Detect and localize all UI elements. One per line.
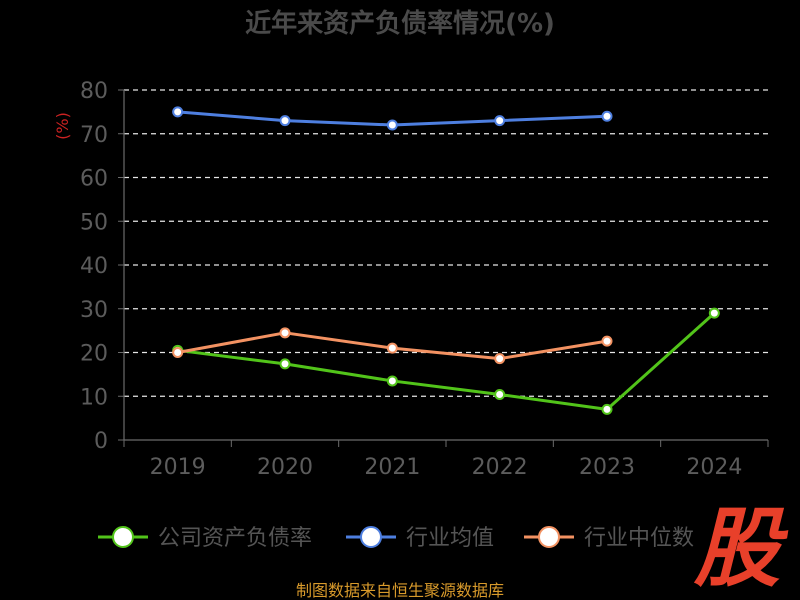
data-point [386,375,398,387]
x-tick-label: 2021 [364,455,420,480]
y-tick-label: 40 [80,254,108,279]
y-tick-label: 70 [80,123,108,148]
data-point [279,115,291,127]
data-point [172,347,184,358]
x-tick-label: 2024 [686,455,742,480]
legend-marker [538,526,560,548]
y-tick-label: 50 [80,210,108,235]
data-point [601,110,613,122]
legend-label: 行业中位数 [584,526,694,551]
data-point [601,335,613,347]
x-tick-label: 2022 [472,455,528,480]
series-0 [172,307,720,415]
data-point [279,358,291,370]
legend-item: 公司资产负债率 [98,526,312,551]
y-tick-label: 60 [80,167,108,192]
series-2 [172,327,613,365]
legend-marker [360,526,382,548]
data-point [172,106,184,118]
y-axis-label: (%) [53,112,72,140]
data-point [708,307,720,319]
data-point [386,119,398,131]
y-tick-label: 30 [80,298,108,323]
x-tick-label: 2023 [579,455,635,480]
data-point [601,403,613,415]
y-tick-label: 80 [80,79,108,104]
data-point [494,115,506,127]
legend-item: 行业中位数 [524,526,694,551]
y-tick-label: 20 [80,342,108,367]
watermark-glyph: 股 [693,499,789,599]
legend-label: 行业均值 [406,526,494,551]
legend-marker [112,526,134,548]
data-point [386,342,398,354]
series-1 [172,106,613,131]
series-lines [172,106,720,415]
legend-item: 行业均值 [346,526,494,551]
legend: 公司资产负债率 行业均值 行业中位数 [98,526,694,551]
chart-title: 近年来资产负债率情况(%) [245,8,555,39]
source-note: 制图数据来自恒生聚源数据库 [296,581,504,600]
series-line [177,312,716,411]
legend-label: 公司资产负债率 [158,526,312,551]
watermark-logo: 股 [693,499,789,599]
x-tick-label: 2020 [257,455,313,480]
y-tick-label: 0 [94,429,108,454]
data-point [494,353,506,365]
y-tick-label: 10 [80,385,108,410]
data-point [279,327,291,339]
axes: 0 10 20 30 40 50 60 70 80 2019 2020 2021 2022 2023 202… [80,79,769,480]
x-tick-label: 2019 [150,455,206,480]
data-point [494,389,506,400]
